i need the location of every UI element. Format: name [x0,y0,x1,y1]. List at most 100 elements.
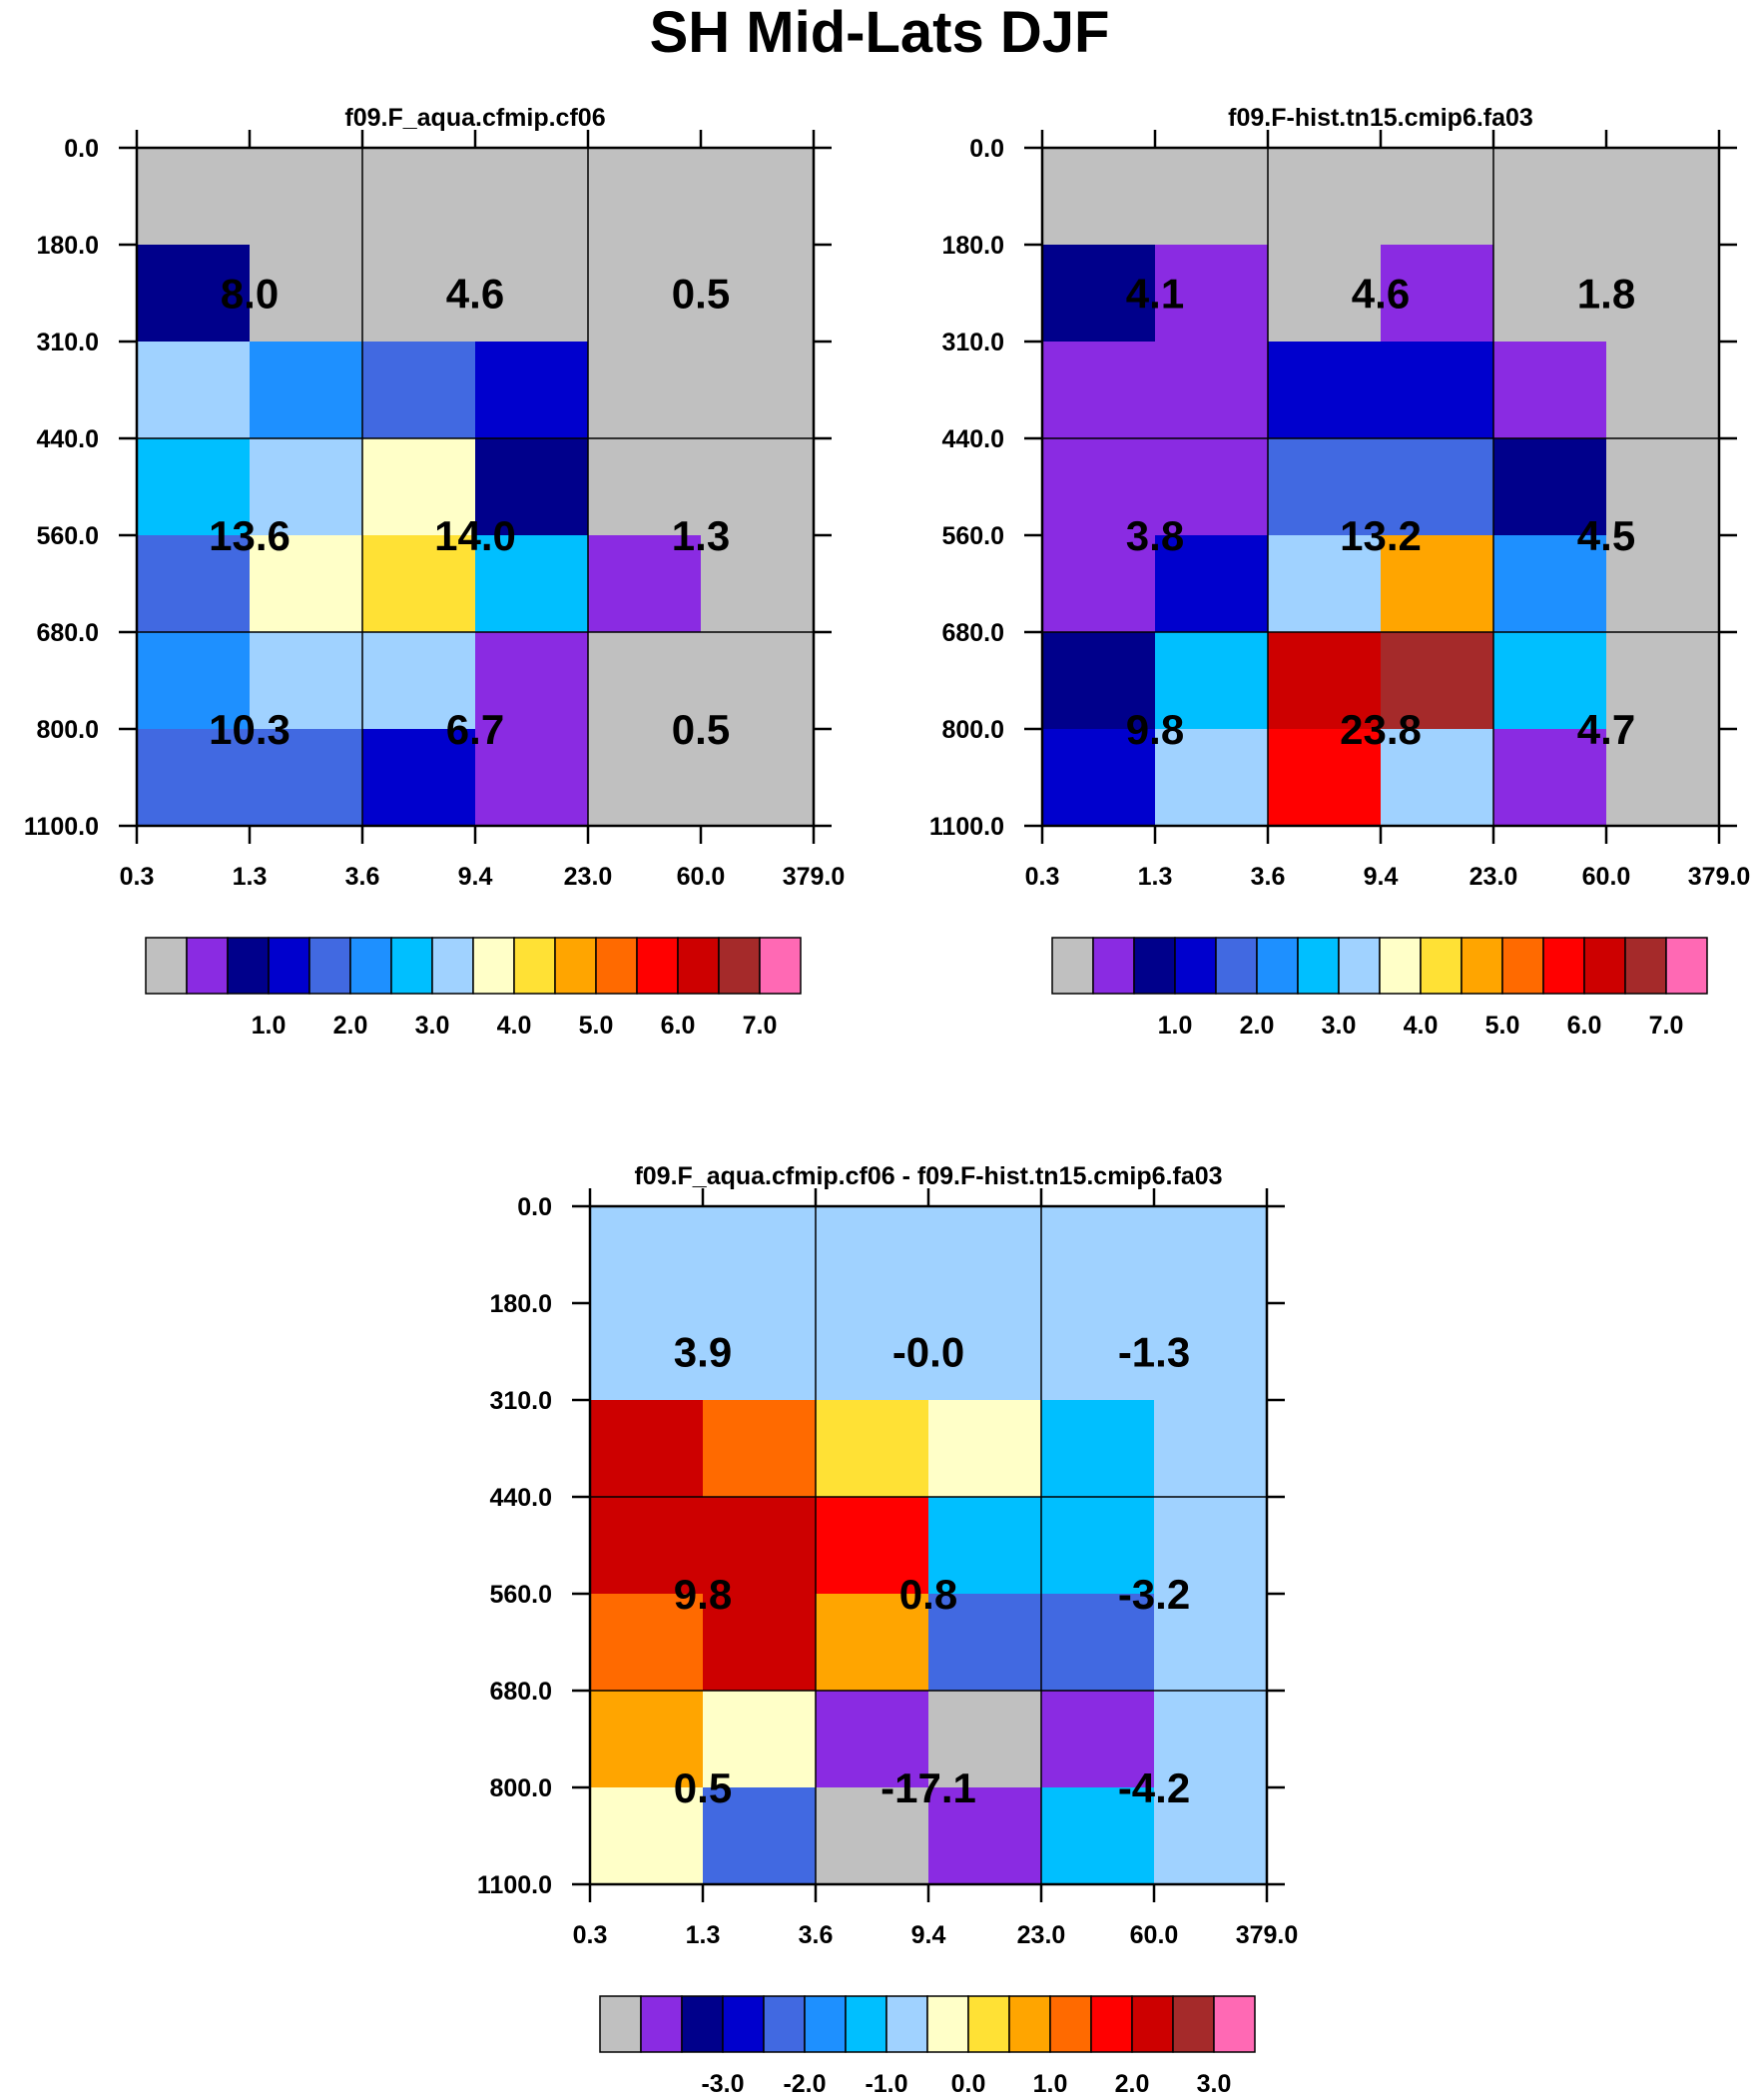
heatmap-cell [475,342,589,439]
heatmap-cell [250,438,363,536]
heatmap-cell [1041,1206,1155,1304]
heatmap-cell [250,535,363,633]
colorbar-label: 1.0 [1158,1012,1193,1040]
y-tick-label: 310.0 [36,329,99,356]
heatmap-cell [1155,148,1269,246]
panel-title: f09.F-hist.tn15.cmip6.fa03 [1228,104,1533,132]
panel-2: f09.F-hist.tn15.cmip6.fa03 0.0 180.0 310.0 4… [929,104,1750,1040]
heatmap-cell [703,1206,817,1304]
heatmap-cell [1042,342,1156,439]
y-tick-label: 0.0 [969,135,1004,163]
heatmap-cell [1381,245,1494,343]
heatmap-cell [816,1497,929,1595]
summary-value: 9.8 [1126,706,1184,753]
heatmap-cell [137,148,251,246]
heatmap-cell [1042,632,1156,730]
colorbar-swatch [1133,937,1176,995]
colorbar-swatch [1131,1995,1174,2053]
colorbar-swatch [1215,937,1258,995]
heatmap-cell [1606,632,1720,730]
heatmap-cell [475,535,589,633]
heatmap-cell [703,1400,817,1498]
heatmap-cell [816,1787,929,1885]
colorbar-swatch [268,937,310,995]
summary-value: -1.3 [1118,1329,1190,1376]
heatmap-cell [1155,729,1269,827]
colorbar-swatch [967,1995,1010,2053]
heatmap-cell [588,729,702,827]
colorbar-swatch [227,937,270,995]
y-tick-label: 0.0 [517,1193,552,1221]
summary-value: 0.5 [672,706,730,753]
heatmap-cell [1606,342,1720,439]
heatmap-cell [816,1594,929,1692]
heatmap-cell [1155,342,1269,439]
heatmap-cell [1268,342,1382,439]
heatmap-cell [1154,1303,1268,1401]
heatmap-cell [588,535,702,633]
summary-value: -4.2 [1118,1764,1190,1811]
summary-value: 3.9 [674,1329,732,1376]
heatmap-cell [588,438,702,536]
x-tick-label: 1.3 [233,863,268,891]
y-tick-label: 560.0 [489,1581,552,1609]
colorbar-swatch [145,937,188,995]
heatmap-cell [1154,1691,1268,1788]
colorbar-swatch [1297,937,1340,995]
heatmap-cell [1606,535,1720,633]
y-tick-label: 440.0 [36,425,99,453]
colorbar-swatch [1583,937,1626,995]
y-tick-label: 800.0 [489,1774,552,1802]
colorbar-swatch [1174,937,1217,995]
summary-value: -0.0 [892,1329,964,1376]
heatmap-cell [362,729,476,827]
heatmap-cell [1493,632,1607,730]
heatmap-cell [1154,1206,1268,1304]
heatmap-cell [1155,245,1269,343]
summary-value: 0.5 [672,271,730,318]
heatmap-cell [1041,1400,1155,1498]
heatmap-cell [701,438,815,536]
heatmap-cell [1041,1303,1155,1401]
summary-value: 1.3 [672,512,730,559]
colorbar-label: 6.0 [1567,1012,1602,1040]
panel-1: f09.F_aqua.cfmip.cf06 0.0 180.0 310.0 440.0 5… [24,104,845,1040]
heatmap-cell [1268,632,1382,730]
colorbar-swatch [1379,937,1422,995]
panel-title: f09.F_aqua.cfmip.cf06 [344,104,605,132]
x-tick-label: 3.6 [345,863,380,891]
heatmap-cell [1493,342,1607,439]
colorbar-label: 5.0 [579,1012,614,1040]
y-tick-label: 800.0 [36,716,99,744]
heatmap-cell [1154,1594,1268,1692]
heatmap-cell [1606,438,1720,536]
heatmap-cell [1042,148,1156,246]
colorbar-label: 4.0 [1404,1012,1439,1040]
heatmap-cell [701,632,815,730]
x-tick-label: 23.0 [1469,863,1518,891]
summary-value: 23.8 [1340,706,1422,753]
heatmap-cell [1042,245,1156,343]
y-tick-label: 180.0 [489,1290,552,1318]
summary-value: -3.2 [1118,1571,1190,1618]
heatmap-cell [362,535,476,633]
colorbar-swatch [1051,937,1094,995]
x-tick-label: 9.4 [911,1921,946,1949]
x-tick-label: 3.6 [1251,863,1286,891]
heatmap-cell [928,1303,1042,1401]
colorbar-swatch [1338,937,1381,995]
heatmap-cell [137,729,251,827]
heatmap-cell [1493,245,1607,343]
y-tick-label: 1100.0 [929,813,1004,841]
colorbar-swatch [763,1995,806,2053]
colorbar-swatch [845,1995,887,2053]
summary-value: 4.6 [446,271,504,318]
heatmap-cell [590,1206,704,1304]
colorbar-label: 3.0 [1322,1012,1357,1040]
colorbar-swatch [554,937,597,995]
colorbar-swatch [640,1995,683,2053]
summary-value: 0.5 [674,1764,732,1811]
colorbar-swatch [885,1995,928,2053]
heatmap-cell [703,1303,817,1401]
heatmap-cell [1606,729,1720,827]
